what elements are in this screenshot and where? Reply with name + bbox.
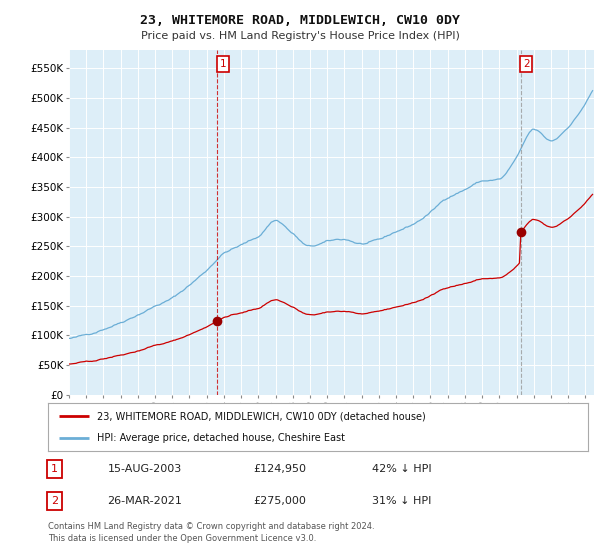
Text: 1: 1 [220, 59, 227, 69]
Text: Contains HM Land Registry data © Crown copyright and database right 2024.
This d: Contains HM Land Registry data © Crown c… [48, 522, 374, 543]
Text: 23, WHITEMORE ROAD, MIDDLEWICH, CW10 0DY (detached house): 23, WHITEMORE ROAD, MIDDLEWICH, CW10 0DY… [97, 411, 425, 421]
Text: 2: 2 [523, 59, 530, 69]
Text: £124,950: £124,950 [253, 464, 306, 474]
Text: 23, WHITEMORE ROAD, MIDDLEWICH, CW10 0DY: 23, WHITEMORE ROAD, MIDDLEWICH, CW10 0DY [140, 14, 460, 27]
Text: £275,000: £275,000 [253, 496, 306, 506]
Text: HPI: Average price, detached house, Cheshire East: HPI: Average price, detached house, Ches… [97, 433, 344, 443]
Text: 31% ↓ HPI: 31% ↓ HPI [372, 496, 431, 506]
Text: Price paid vs. HM Land Registry's House Price Index (HPI): Price paid vs. HM Land Registry's House … [140, 31, 460, 41]
Text: 42% ↓ HPI: 42% ↓ HPI [372, 464, 431, 474]
Text: 2: 2 [51, 496, 58, 506]
Text: 1: 1 [51, 464, 58, 474]
Text: 15-AUG-2003: 15-AUG-2003 [107, 464, 182, 474]
Text: 26-MAR-2021: 26-MAR-2021 [107, 496, 182, 506]
